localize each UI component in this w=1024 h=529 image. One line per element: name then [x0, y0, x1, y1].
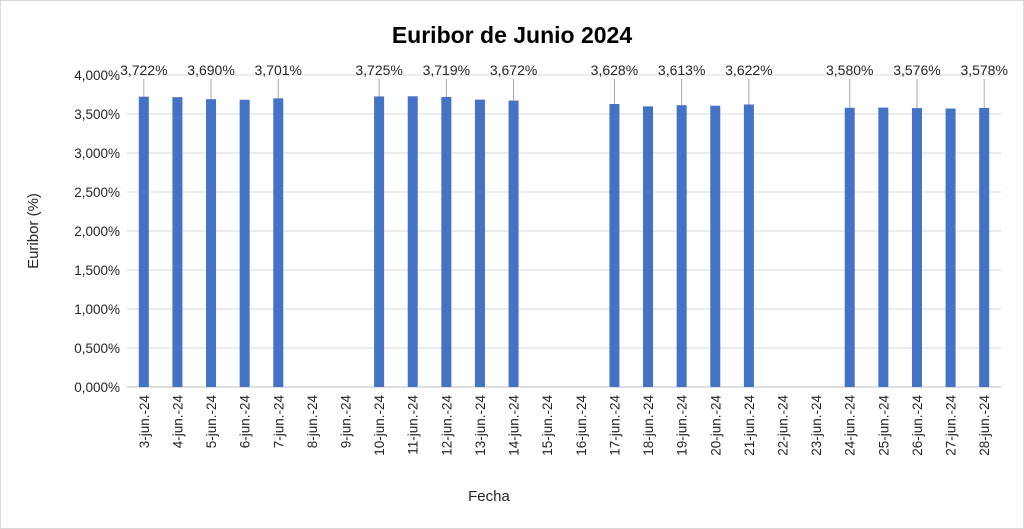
x-tick-label: 9-jun.-24 [339, 395, 354, 449]
data-label: 3,613% [658, 62, 705, 78]
bar [239, 99, 250, 387]
x-tick-label: 6-jun.-24 [238, 395, 253, 449]
grid-lines [127, 74, 1001, 388]
bar [474, 99, 485, 387]
x-tick-label: 11-jun.-24 [406, 395, 421, 455]
x-tick-label: 4-jun.-24 [170, 395, 185, 449]
y-tick-label: 2,500% [74, 185, 120, 200]
y-tick-label: 0,500% [74, 341, 120, 356]
bar [743, 104, 754, 387]
data-label: 3,672% [490, 62, 537, 78]
chart-title: Euribor de Junio 2024 [392, 22, 632, 48]
bar [945, 108, 956, 387]
x-axis-ticks: 3-jun.-24 4-jun.-24 5-jun.-24 6-jun.-24 7-ju… [137, 395, 992, 456]
x-tick-label: 10-jun.-24 [372, 395, 387, 456]
bar [609, 104, 620, 388]
x-tick-label: 14-jun.-24 [507, 395, 522, 456]
y-tick-label: 0,000% [74, 380, 120, 395]
x-tick-label: 16-jun.-24 [574, 395, 589, 456]
x-tick-label: 23-jun.-24 [809, 395, 824, 456]
bar [710, 105, 721, 388]
data-label: 3,580% [826, 62, 873, 78]
data-label: 3,622% [725, 62, 772, 78]
x-tick-label: 5-jun.-24 [204, 395, 219, 449]
bar [676, 105, 687, 387]
x-tick-label: 28-jun.-24 [977, 395, 992, 456]
data-label: 3,719% [423, 62, 470, 78]
bar [138, 96, 149, 388]
x-tick-label: 3-jun.-24 [137, 395, 152, 449]
x-tick-label: 20-jun.-24 [708, 395, 723, 456]
y-tick-label: 1,000% [74, 302, 120, 317]
x-tick-label: 22-jun.-24 [776, 395, 791, 456]
x-tick-label: 25-jun.-24 [876, 395, 891, 456]
x-tick-label: 8-jun.-24 [305, 395, 320, 449]
bar [273, 98, 284, 388]
x-tick-label: 26-jun.-24 [910, 395, 925, 456]
data-label: 3,722% [120, 62, 167, 78]
x-tick-label: 19-jun.-24 [675, 395, 690, 456]
data-label: 3,690% [187, 62, 234, 78]
bars [138, 96, 990, 388]
leader-lines [143, 79, 985, 109]
data-label: 3,628% [591, 62, 638, 78]
x-tick-label: 13-jun.-24 [473, 395, 488, 456]
bar [374, 96, 385, 387]
x-tick-label: 7-jun.-24 [271, 395, 286, 449]
bar [508, 100, 519, 388]
y-tick-label: 2,000% [74, 224, 120, 239]
data-label: 3,576% [893, 62, 940, 78]
bar [911, 108, 922, 388]
y-tick-label: 3,000% [74, 146, 120, 161]
bar [643, 106, 654, 387]
data-label: 3,578% [960, 62, 1007, 78]
data-labels: 3,722% 3,690% 3,701% 3,725% 3,719% 3,672% 3,62… [120, 62, 1008, 78]
x-tick-label: 12-jun.-24 [439, 395, 454, 456]
x-tick-label: 18-jun.-24 [641, 395, 656, 456]
y-tick-label: 1,500% [74, 263, 120, 278]
x-tick-label: 17-jun.-24 [607, 395, 622, 456]
y-tick-label: 4,000% [74, 68, 120, 83]
x-tick-label: 15-jun.-24 [540, 395, 555, 456]
data-label: 3,725% [355, 62, 402, 78]
bar [172, 97, 183, 387]
y-tick-label: 3,500% [74, 107, 120, 122]
bar [206, 99, 217, 388]
y-axis-ticks: 0,000% 0,500% 1,000% 1,500% 2,000% 2,500% 3,00… [74, 68, 120, 395]
bar [844, 107, 855, 387]
x-tick-label: 27-jun.-24 [944, 395, 959, 456]
x-axis-title: Fecha [468, 488, 510, 505]
bar [878, 107, 889, 387]
bar [979, 107, 990, 387]
bar [407, 96, 418, 387]
x-tick-label: 21-jun.-24 [742, 395, 757, 456]
data-label: 3,701% [255, 62, 302, 78]
bar [441, 96, 452, 387]
y-axis-title: Euribor (%) [25, 193, 42, 269]
x-tick-label: 24-jun.-24 [843, 395, 858, 456]
